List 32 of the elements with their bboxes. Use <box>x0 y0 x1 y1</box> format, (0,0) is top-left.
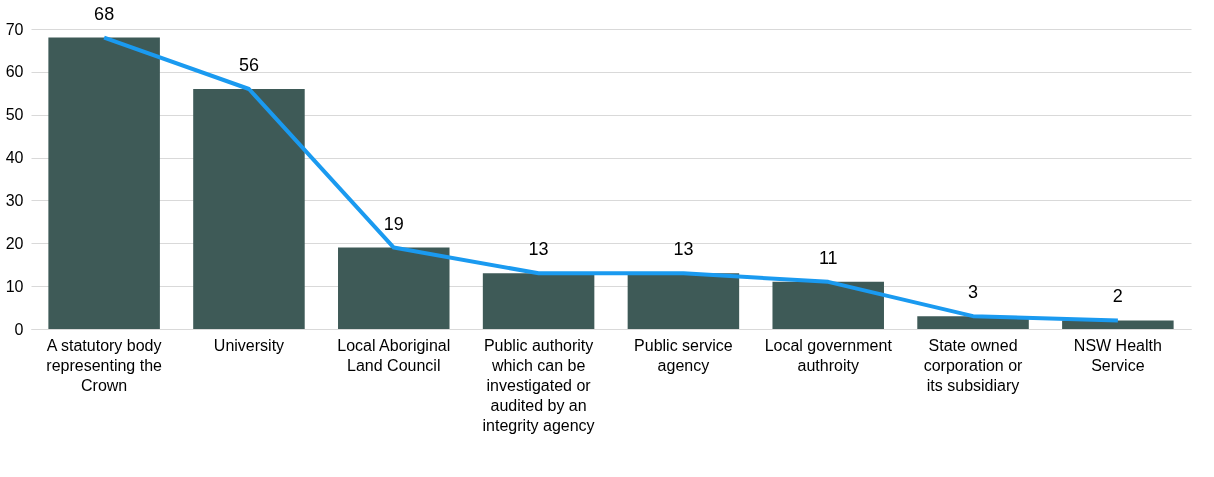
line-series <box>102 35 1120 323</box>
y-tick-label: 60 <box>5 63 24 81</box>
x-tick-label: A statutory body representing the Crown <box>46 336 163 394</box>
y-tick-label: 20 <box>5 234 24 252</box>
y-tick-label: 0 <box>14 320 24 338</box>
x-tick-label: Local government authroity <box>764 336 893 374</box>
bar <box>772 281 884 329</box>
x-tick-label: Public service agency <box>634 336 733 374</box>
data-label: 11 <box>818 247 838 268</box>
x-tick-label: State owned corporation or its subsidiary <box>923 336 1024 394</box>
bar <box>48 37 160 329</box>
y-tick-label: 70 <box>5 20 24 38</box>
y-tick-label: 40 <box>5 149 24 167</box>
bar <box>338 247 450 329</box>
data-label: 56 <box>238 55 259 75</box>
data-label: 2 <box>1112 286 1123 307</box>
y-tick-label: 50 <box>5 106 24 124</box>
bar <box>627 273 740 329</box>
data-label: 3 <box>968 282 979 303</box>
y-tick-label: 30 <box>5 191 24 209</box>
x-tick-label: Local Aboriginal Land Council <box>337 336 451 374</box>
x-tick-label: NSW Health Service <box>1073 336 1162 374</box>
bar <box>482 273 595 329</box>
data-label: 68 <box>94 3 115 24</box>
bar <box>1062 320 1174 329</box>
data-label: 13 <box>673 239 694 260</box>
x-tick-label: University <box>213 336 285 354</box>
data-label: 19 <box>383 213 404 234</box>
data-label: 13 <box>528 239 549 260</box>
x-tick-label: Public authority which can be investigated or audited by an integrity agency <box>482 336 595 434</box>
y-tick-label: 10 <box>5 277 24 295</box>
bar <box>193 89 305 329</box>
